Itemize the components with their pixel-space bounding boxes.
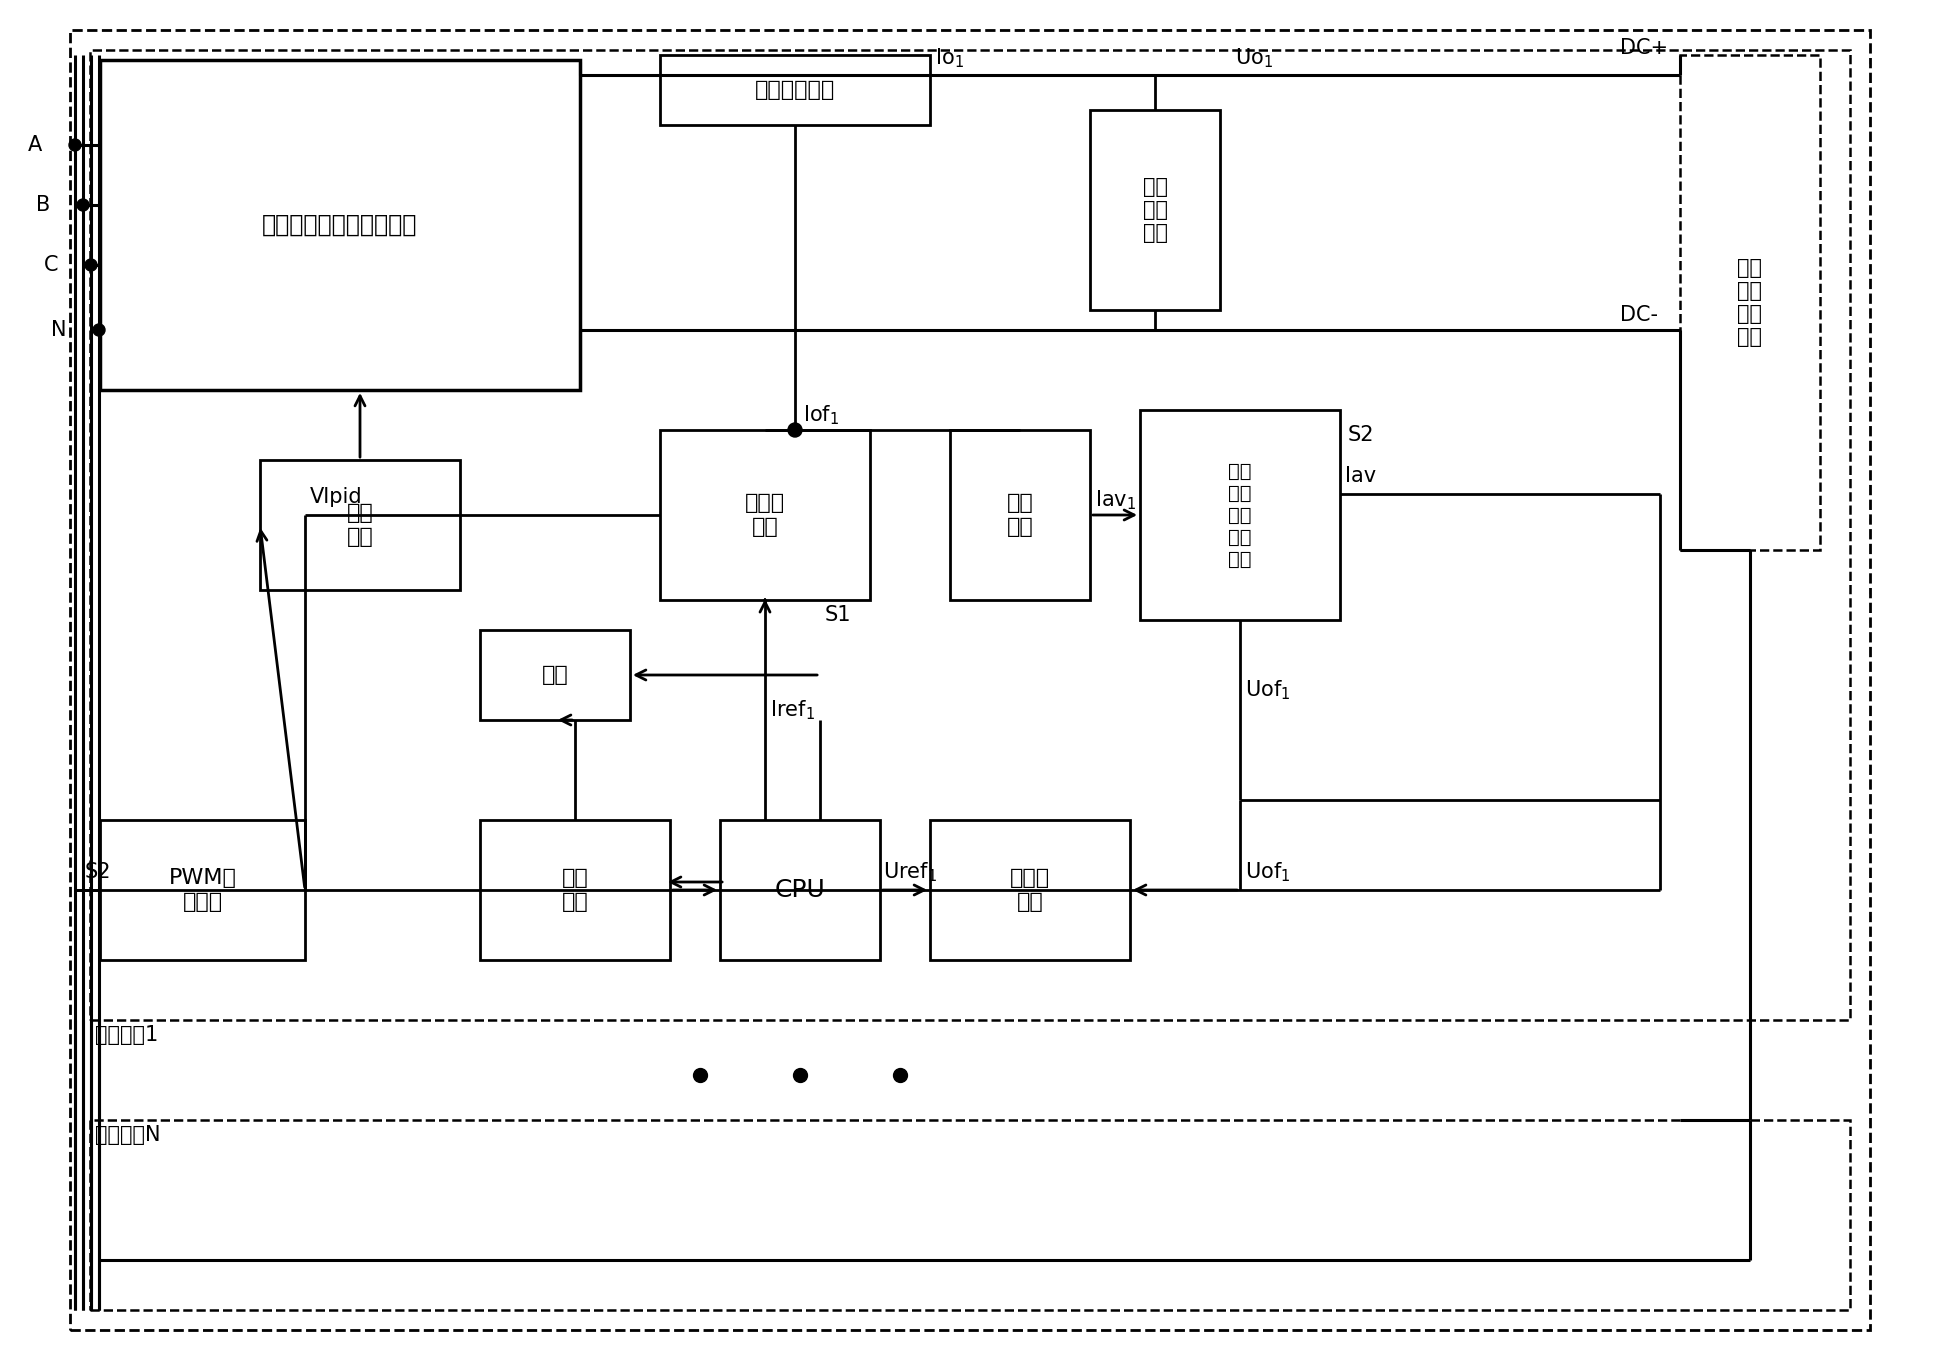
- Text: 均流
电路: 均流 电路: [1007, 493, 1032, 537]
- Circle shape: [94, 324, 106, 336]
- Text: DC+: DC+: [1619, 38, 1668, 57]
- Bar: [659, 430, 870, 600]
- Bar: [479, 630, 630, 720]
- Text: S2: S2: [84, 862, 111, 882]
- Text: PWM生
成电路: PWM生 成电路: [168, 869, 237, 911]
- Text: B: B: [35, 195, 51, 214]
- Text: 充电模块功率变换主电路: 充电模块功率变换主电路: [262, 213, 418, 236]
- Text: 充电模块1: 充电模块1: [96, 1024, 158, 1045]
- Text: 均流
继电
器及
控制
电路: 均流 继电 器及 控制 电路: [1228, 462, 1251, 568]
- Text: CPU: CPU: [774, 878, 825, 902]
- Bar: [950, 430, 1089, 600]
- Text: Iav: Iav: [1345, 466, 1376, 486]
- Text: 电压
采样
电路: 电压 采样 电路: [1142, 176, 1167, 243]
- Bar: [260, 460, 459, 590]
- Text: Iav$_1$: Iav$_1$: [1095, 488, 1136, 512]
- Text: 电动
汽车
动力
电池: 电动 汽车 动力 电池: [1736, 258, 1761, 347]
- Text: Uref$_1$: Uref$_1$: [882, 861, 936, 884]
- Text: Uof$_1$: Uof$_1$: [1245, 678, 1290, 702]
- Text: 充电模块N: 充电模块N: [96, 1126, 160, 1145]
- Text: Uo$_1$: Uo$_1$: [1234, 46, 1273, 70]
- Circle shape: [76, 199, 90, 210]
- Bar: [90, 51, 1849, 1020]
- Bar: [1679, 55, 1818, 550]
- Circle shape: [84, 260, 98, 270]
- Text: Iref$_1$: Iref$_1$: [770, 698, 815, 721]
- Text: 电流采样电路: 电流采样电路: [755, 81, 835, 100]
- Text: 通信: 通信: [542, 665, 569, 684]
- Text: 人机
界面: 人机 界面: [561, 869, 588, 911]
- Text: Iof$_1$: Iof$_1$: [804, 403, 839, 426]
- Text: Io$_1$: Io$_1$: [934, 46, 964, 70]
- Bar: [719, 820, 880, 960]
- Circle shape: [68, 139, 80, 152]
- Bar: [90, 1120, 1849, 1310]
- Text: DC-: DC-: [1619, 305, 1658, 325]
- Bar: [1089, 111, 1220, 310]
- Text: 电压控
制器: 电压控 制器: [1009, 869, 1050, 911]
- Bar: [659, 55, 929, 126]
- Text: C: C: [43, 255, 59, 275]
- Text: 电流控
制器: 电流控 制器: [745, 493, 784, 537]
- Text: Uof$_1$: Uof$_1$: [1245, 861, 1290, 884]
- Text: VIpid: VIpid: [309, 488, 362, 507]
- Bar: [100, 820, 305, 960]
- Text: S2: S2: [1347, 425, 1374, 445]
- Bar: [100, 60, 581, 391]
- Text: N: N: [51, 320, 66, 340]
- Text: A: A: [27, 135, 43, 154]
- Circle shape: [788, 423, 802, 437]
- Text: S1: S1: [825, 605, 850, 626]
- Text: 驱动
电路: 驱动 电路: [346, 504, 373, 546]
- Bar: [929, 820, 1130, 960]
- Bar: [479, 820, 671, 960]
- Bar: [1140, 410, 1339, 620]
